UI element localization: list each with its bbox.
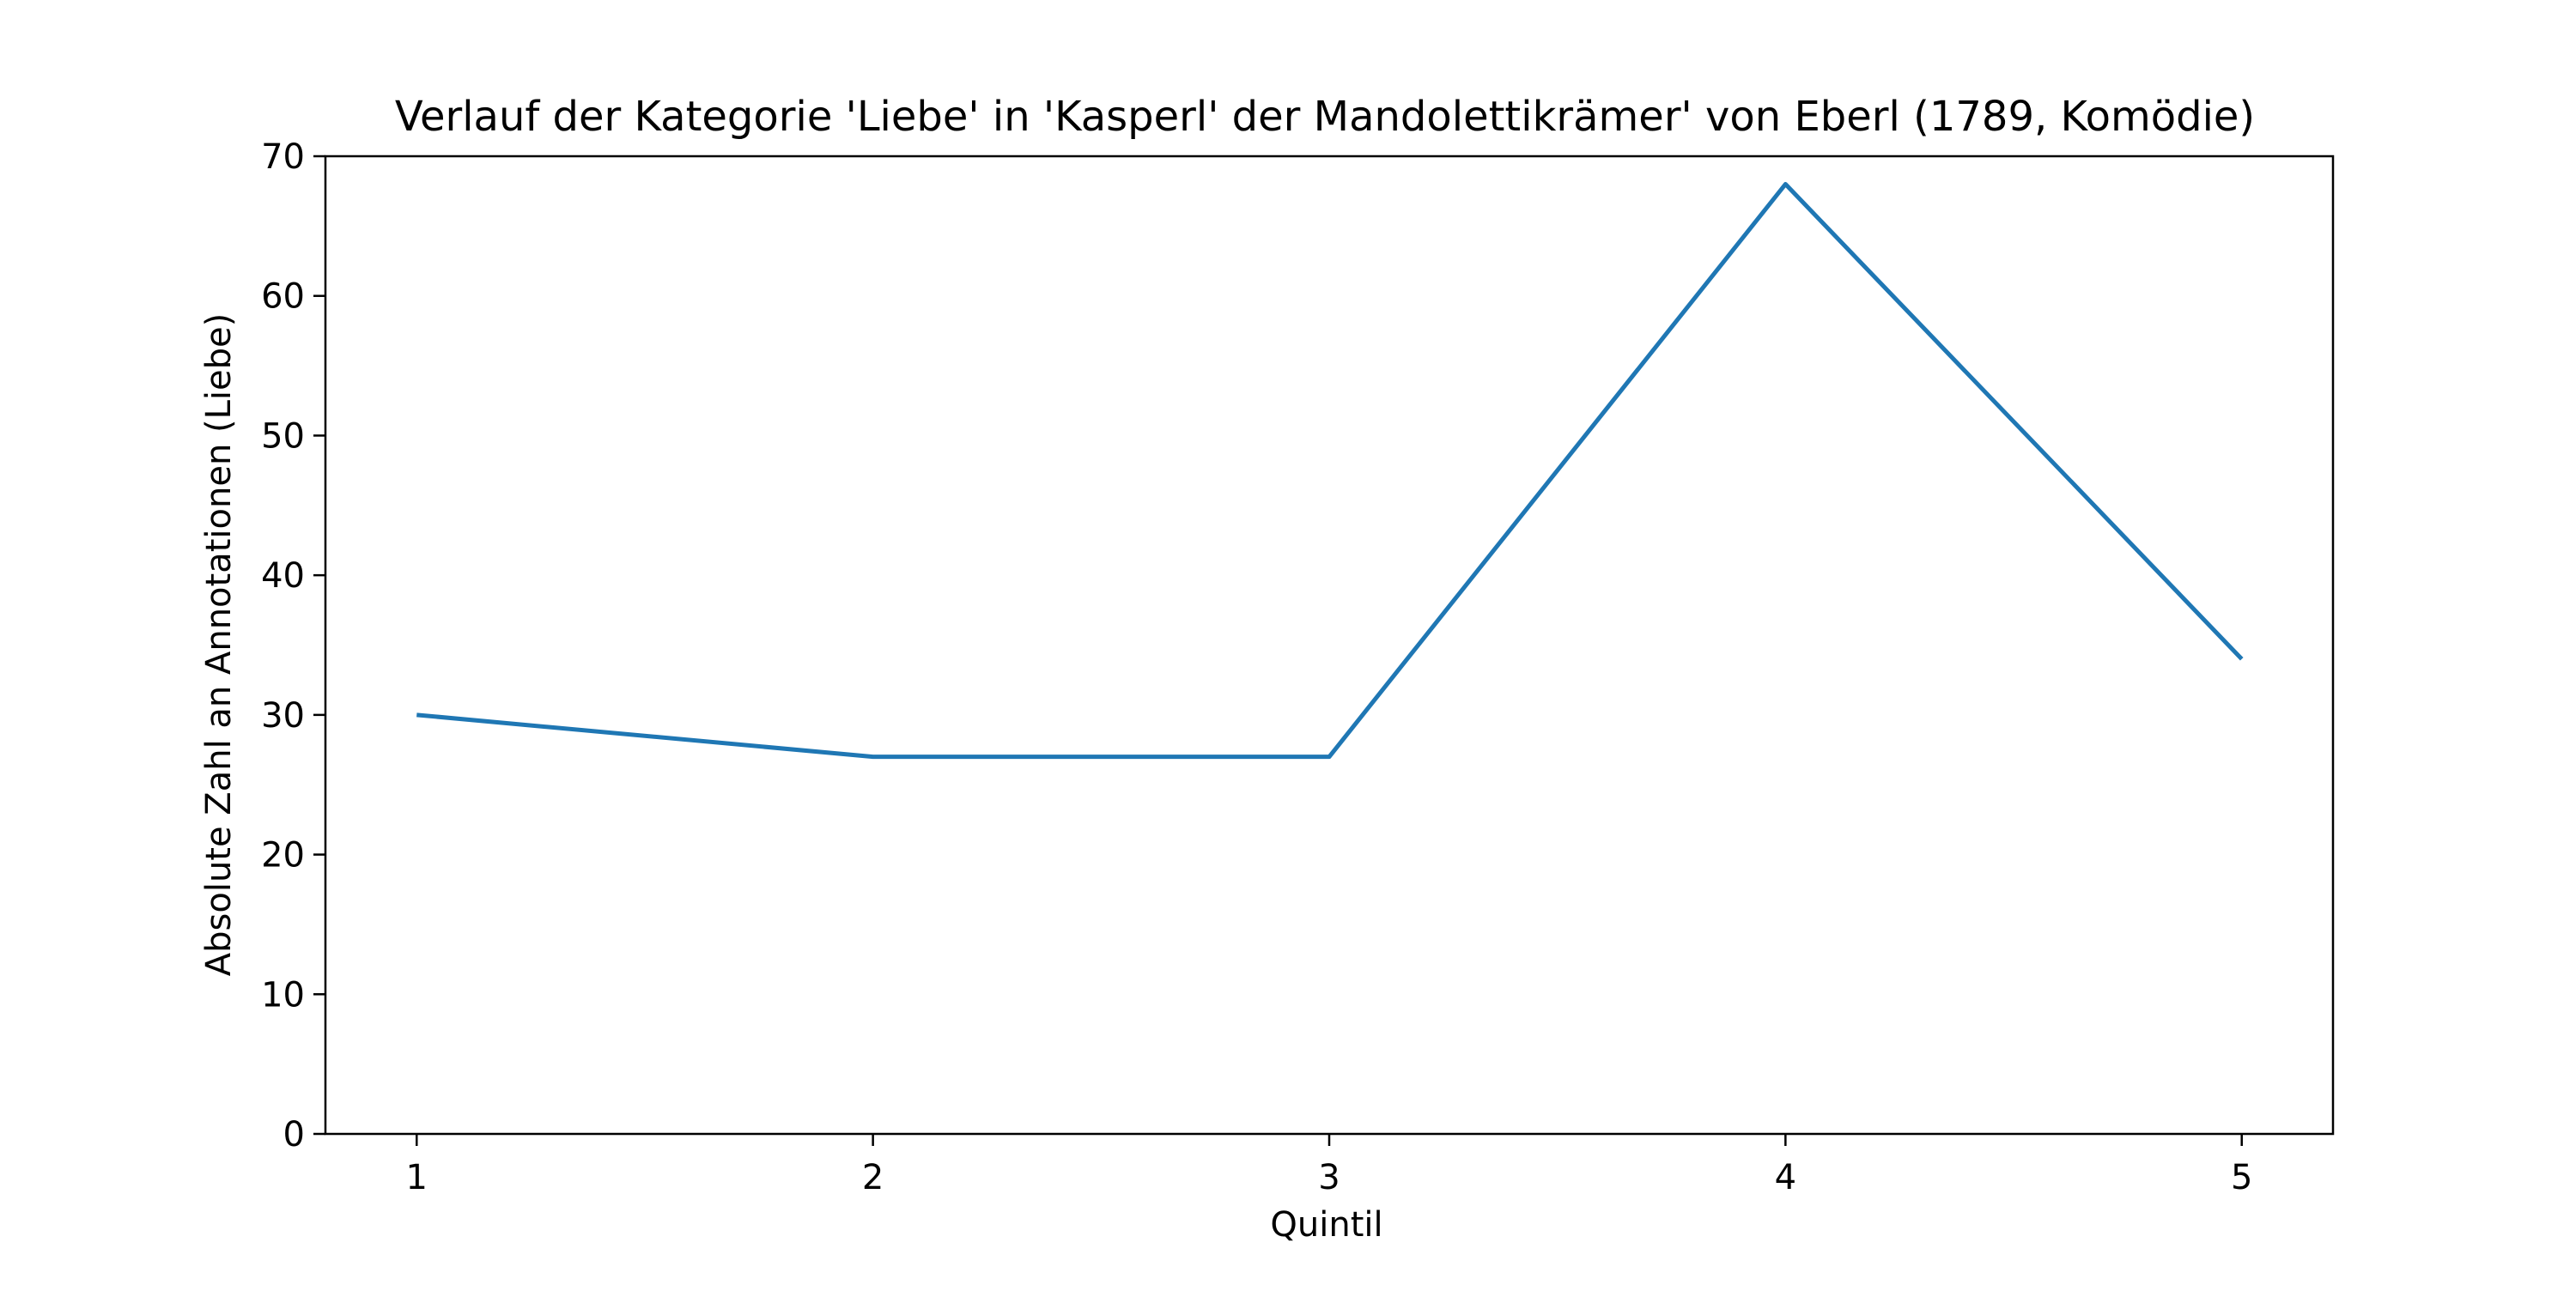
- x-tick-label: 1: [406, 1158, 428, 1197]
- x-tick-label: 3: [1318, 1158, 1340, 1197]
- y-axis-label: Absolute Zahl an Annotationen (Liebe): [199, 313, 239, 976]
- y-tick-label: 40: [261, 556, 305, 596]
- y-tick-label: 0: [283, 1115, 305, 1155]
- y-tick-label: 50: [261, 416, 305, 456]
- y-tick-label: 30: [261, 696, 305, 736]
- chart-title: Verlauf der Kategorie 'Liebe' in 'Kasper…: [395, 93, 2255, 141]
- y-tick-label: 20: [261, 836, 305, 876]
- y-tick-label: 70: [261, 137, 305, 177]
- y-tick-label: 60: [261, 277, 305, 317]
- x-tick-label: 2: [862, 1158, 884, 1197]
- x-tick-label: 5: [2231, 1158, 2252, 1197]
- x-axis-label: Quintil: [1270, 1205, 1382, 1245]
- x-tick-label: 4: [1775, 1158, 1796, 1197]
- y-tick-label: 10: [261, 975, 305, 1015]
